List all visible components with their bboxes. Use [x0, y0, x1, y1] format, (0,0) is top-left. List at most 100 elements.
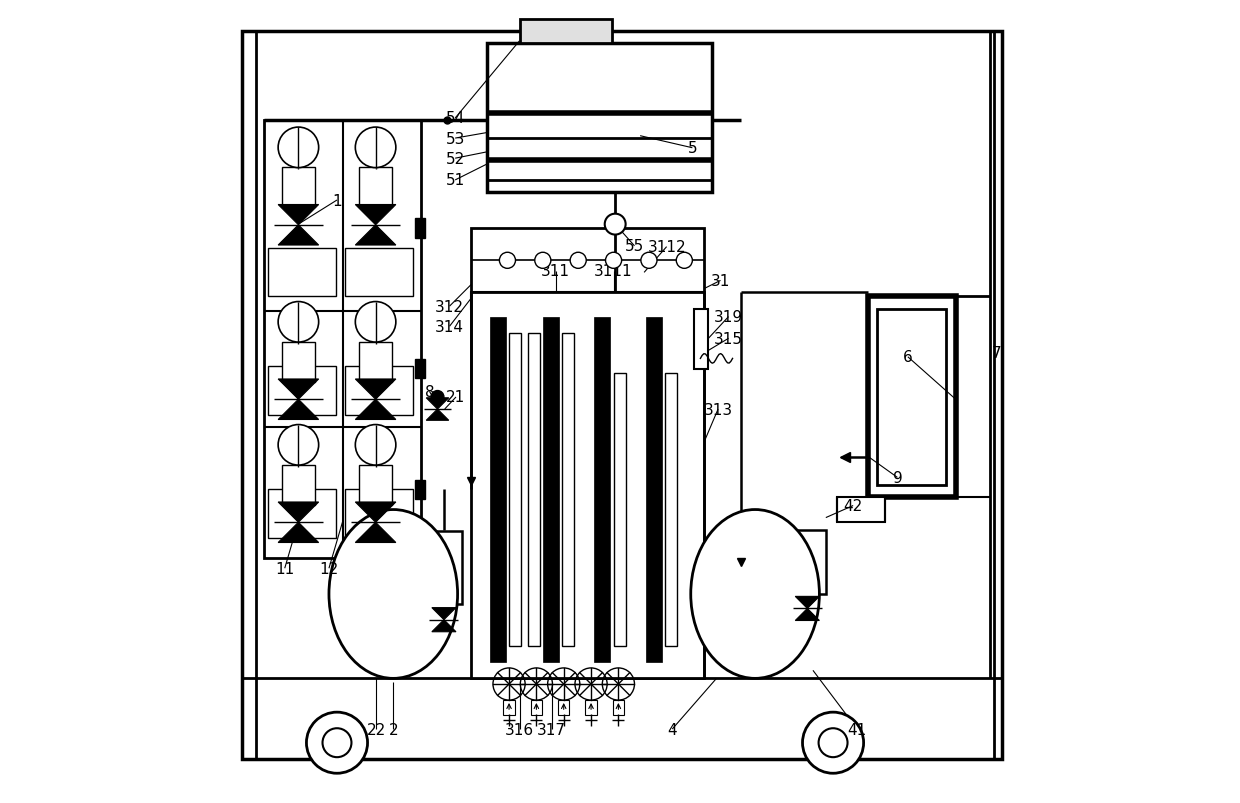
Circle shape: [818, 728, 847, 757]
Bar: [543, 317, 559, 662]
Text: 21: 21: [446, 390, 465, 405]
Text: 4: 4: [667, 722, 677, 736]
Text: 3112: 3112: [647, 240, 686, 255]
Text: 5: 5: [687, 141, 697, 156]
Polygon shape: [795, 609, 820, 621]
Bar: [345, 490, 413, 538]
Text: 51: 51: [445, 173, 465, 188]
Bar: [471, 293, 704, 309]
Polygon shape: [432, 620, 456, 632]
Ellipse shape: [329, 510, 458, 679]
Bar: [613, 700, 624, 715]
Circle shape: [641, 253, 657, 269]
Text: 1: 1: [332, 194, 342, 208]
Text: 53: 53: [445, 132, 465, 146]
Polygon shape: [427, 410, 449, 421]
Circle shape: [356, 128, 396, 169]
Circle shape: [278, 128, 319, 169]
Text: 52: 52: [445, 152, 465, 166]
Polygon shape: [356, 380, 396, 400]
Polygon shape: [278, 206, 319, 226]
Bar: [268, 367, 336, 415]
Text: 9: 9: [893, 471, 903, 485]
Bar: [360, 168, 392, 208]
Bar: [694, 309, 708, 369]
Text: 315: 315: [714, 332, 743, 346]
Polygon shape: [795, 597, 820, 609]
Polygon shape: [356, 523, 396, 543]
Bar: [345, 367, 413, 415]
Text: 22: 22: [367, 722, 386, 736]
Text: 317: 317: [537, 722, 567, 736]
Bar: [345, 249, 413, 297]
Bar: [283, 342, 315, 382]
Polygon shape: [278, 400, 319, 420]
Bar: [585, 700, 596, 715]
Bar: [868, 297, 956, 498]
Polygon shape: [427, 398, 449, 410]
Circle shape: [278, 425, 319, 466]
Bar: [520, 20, 613, 44]
Bar: [503, 700, 515, 715]
Bar: [614, 373, 626, 646]
Bar: [487, 44, 713, 193]
Bar: [665, 373, 677, 646]
Polygon shape: [356, 206, 396, 226]
Polygon shape: [356, 503, 396, 523]
Bar: [283, 465, 315, 505]
Bar: [268, 490, 336, 538]
Polygon shape: [356, 226, 396, 246]
Text: 41: 41: [848, 722, 867, 736]
Circle shape: [356, 425, 396, 466]
Circle shape: [500, 253, 516, 269]
Text: 7: 7: [992, 346, 1001, 361]
Circle shape: [432, 391, 444, 404]
Bar: [264, 120, 420, 558]
Bar: [360, 342, 392, 382]
Bar: [490, 317, 506, 662]
Text: 2: 2: [388, 722, 398, 736]
Text: 319: 319: [714, 310, 743, 324]
Polygon shape: [278, 503, 319, 523]
Polygon shape: [356, 400, 396, 420]
Text: 314: 314: [435, 320, 464, 334]
Text: 31: 31: [711, 274, 730, 288]
Text: 12: 12: [320, 561, 339, 576]
Bar: [415, 480, 424, 499]
Bar: [415, 219, 424, 238]
Bar: [646, 317, 662, 662]
Circle shape: [322, 728, 351, 757]
Bar: [471, 229, 704, 293]
Circle shape: [676, 253, 692, 269]
Circle shape: [605, 253, 621, 269]
Text: 316: 316: [505, 722, 534, 736]
Polygon shape: [278, 523, 319, 543]
Bar: [531, 700, 542, 715]
Ellipse shape: [691, 510, 820, 679]
Circle shape: [605, 214, 626, 235]
Polygon shape: [432, 608, 456, 620]
Text: 55: 55: [625, 239, 644, 254]
Text: 6: 6: [903, 350, 913, 365]
Bar: [415, 360, 424, 379]
Bar: [789, 530, 826, 594]
Text: 311: 311: [541, 264, 570, 279]
Bar: [594, 317, 610, 662]
Text: 3111: 3111: [594, 264, 632, 279]
Bar: [471, 293, 704, 679]
Circle shape: [306, 712, 367, 773]
Circle shape: [534, 253, 551, 269]
Bar: [528, 333, 541, 646]
Bar: [877, 309, 946, 486]
Bar: [837, 498, 885, 522]
Text: 42: 42: [843, 499, 863, 513]
Text: 313: 313: [703, 402, 733, 417]
Polygon shape: [278, 380, 319, 400]
Bar: [283, 168, 315, 208]
Text: 8: 8: [424, 385, 434, 399]
Bar: [510, 333, 521, 646]
Circle shape: [802, 712, 863, 773]
Text: 312: 312: [435, 300, 464, 314]
Bar: [558, 700, 569, 715]
Bar: [360, 465, 392, 505]
